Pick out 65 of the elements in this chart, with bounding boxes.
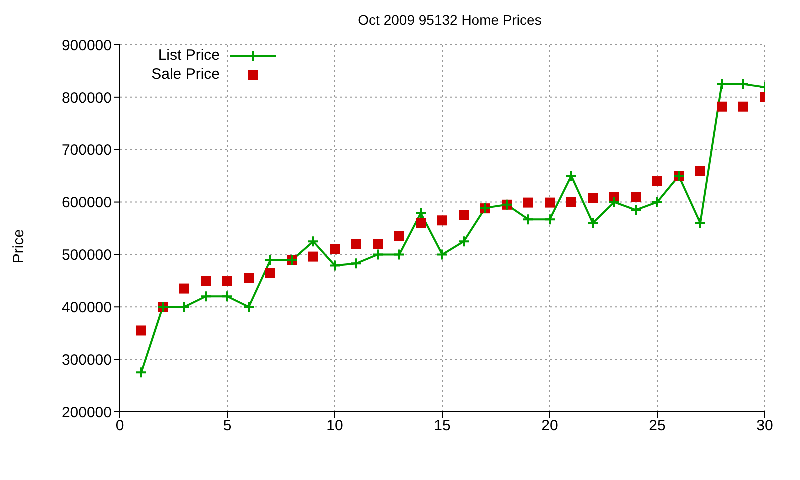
point <box>329 260 341 272</box>
chart-title: Oct 2009 95132 Home Prices <box>357 12 543 28</box>
y-tick-label: 500000 <box>62 247 112 264</box>
point <box>201 276 211 286</box>
x-tick-label: 10 <box>326 418 344 435</box>
point <box>350 258 362 270</box>
point <box>415 207 427 220</box>
point <box>372 248 384 261</box>
point <box>180 284 190 294</box>
y-tick-label: 300000 <box>62 352 112 369</box>
point <box>222 290 234 303</box>
x-tick-label: 25 <box>649 418 666 435</box>
y-tick-label: 900000 <box>62 37 112 54</box>
point <box>459 210 469 220</box>
x-tick-label: 0 <box>116 418 124 435</box>
point <box>330 244 340 254</box>
point <box>716 78 728 90</box>
point <box>545 198 555 208</box>
x-tick-label: 5 <box>223 418 232 435</box>
point <box>436 248 448 261</box>
point <box>244 273 254 284</box>
point <box>544 214 556 226</box>
point <box>266 268 276 278</box>
point <box>394 248 406 261</box>
y-axis-title: Price <box>10 229 28 264</box>
point <box>694 217 706 230</box>
point <box>136 326 146 336</box>
legend-label: Sale Price <box>152 65 220 84</box>
point <box>631 192 641 202</box>
point <box>588 193 598 204</box>
x-tick-label: 20 <box>542 418 558 435</box>
y-tick-label: 200000 <box>62 404 112 422</box>
point <box>178 301 190 314</box>
point <box>416 218 426 228</box>
point <box>696 166 706 176</box>
y-tick-label: 600000 <box>62 194 112 212</box>
point <box>738 102 748 112</box>
y-tick-label: 400000 <box>62 299 112 316</box>
point <box>373 239 383 250</box>
point <box>136 366 148 379</box>
point <box>566 170 578 182</box>
legend-label: List Price <box>158 46 220 65</box>
point <box>608 196 620 208</box>
point <box>652 176 662 186</box>
point <box>438 216 448 226</box>
point <box>243 301 255 314</box>
point <box>587 217 599 230</box>
point <box>717 102 727 112</box>
point <box>630 204 642 216</box>
y-tick-label: 800000 <box>62 90 112 107</box>
point <box>352 239 362 250</box>
point <box>458 236 470 248</box>
x-tick-label: 15 <box>434 418 451 435</box>
x-tick-label: 30 <box>756 418 774 435</box>
point <box>308 236 320 248</box>
point <box>522 214 534 226</box>
y-tick-label: 700000 <box>62 142 112 160</box>
point <box>200 290 212 303</box>
point <box>652 196 664 208</box>
point <box>566 197 576 208</box>
point <box>394 231 404 242</box>
point <box>308 252 318 262</box>
point <box>738 78 750 90</box>
point <box>524 198 534 208</box>
point <box>222 276 232 286</box>
